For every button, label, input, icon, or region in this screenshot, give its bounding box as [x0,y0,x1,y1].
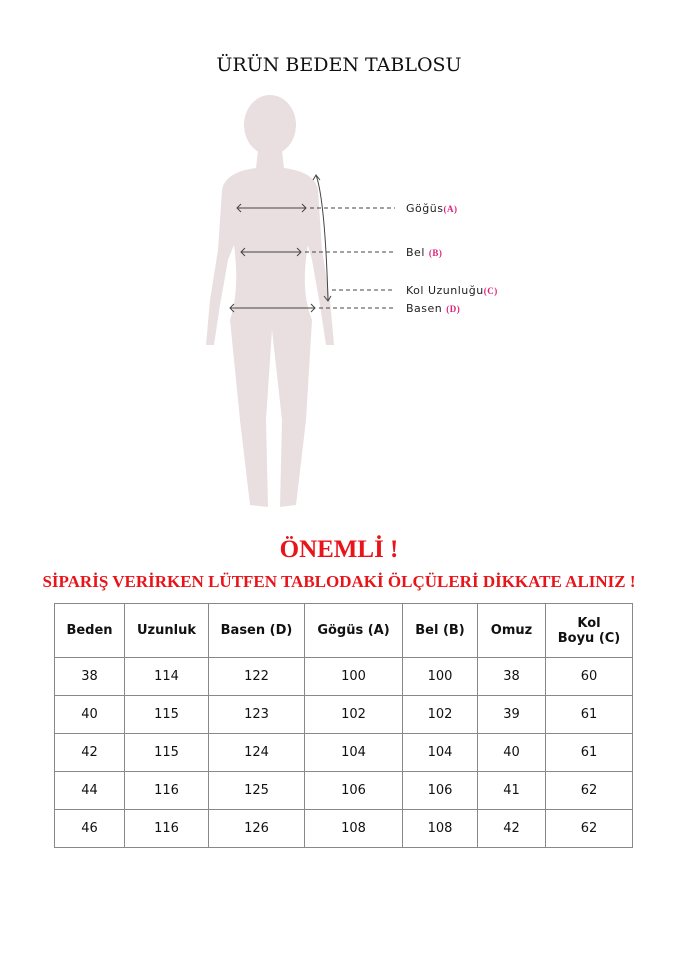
table-cell: 42 [54,733,125,772]
column-header: Beden [54,603,125,658]
table-cell: 104 [304,733,403,772]
table-cell: 126 [208,809,305,848]
measure-lines [229,174,395,313]
label-gogus: Göğüs(A) [406,202,458,215]
size-table: Beden Uzunluk Basen (D) Gögüs (A) Bel (B) Omu… [54,603,633,848]
table-cell: 116 [124,771,209,810]
table-cell: 115 [124,695,209,734]
column-header: Uzunluk [124,603,209,658]
table-cell: 100 [304,657,403,696]
body-silhouette-figure [206,95,395,507]
table-cell: 42 [477,809,546,848]
table-cell: 115 [124,733,209,772]
table-cell: 102 [304,695,403,734]
table-cell: 108 [402,809,478,848]
table-cell: 116 [124,809,209,848]
table-cell: 41 [477,771,546,810]
table-cell: 104 [402,733,478,772]
table-cell: 106 [304,771,403,810]
table-cell: 106 [402,771,478,810]
important-heading: ÖNEMLİ ! [279,536,399,563]
table-cell: 61 [545,695,633,734]
table-cell: 123 [208,695,305,734]
table-cell: 114 [124,657,209,696]
table-cell: 102 [402,695,478,734]
table-cell: 40 [54,695,125,734]
label-kol-uzunlugu: Kol Uzunluğu(C) [406,284,498,297]
label-basen: Basen (D) [406,302,461,315]
silhouette [206,95,334,507]
label-bel: Bel (B) [406,246,443,259]
table-cell: 60 [545,657,633,696]
table-cell: 125 [208,771,305,810]
table-cell: 39 [477,695,546,734]
table-cell: 46 [54,809,125,848]
page-title: ÜRÜN BEDEN TABLOSU [216,54,462,76]
column-header: Kol Boyu (C) [545,603,633,658]
table-cell: 62 [545,809,633,848]
table-cell: 62 [545,771,633,810]
table-cell: 124 [208,733,305,772]
table-cell: 108 [304,809,403,848]
table-cell: 61 [545,733,633,772]
table-row: 38 114 122 100 100 38 60 [54,657,633,696]
table-row: 40 115 123 102 102 39 61 [54,695,633,734]
table-cell: 38 [54,657,125,696]
table-cell: 38 [477,657,546,696]
table-cell: 44 [54,771,125,810]
table-cell: 100 [402,657,478,696]
table-cell: 122 [208,657,305,696]
table-row: 44 116 125 106 106 41 62 [54,771,633,810]
column-header: Omuz [477,603,546,658]
column-header: Bel (B) [402,603,478,658]
table-cell: 40 [477,733,546,772]
table-row: 42 115 124 104 104 40 61 [54,733,633,772]
column-header: Basen (D) [208,603,305,658]
column-header: Gögüs (A) [304,603,403,658]
notice-text: SİPARİŞ VERİRKEN LÜTFEN TABLODAKİ ÖLÇÜLE… [42,572,636,591]
table-row: 46 116 126 108 108 42 62 [54,809,633,848]
